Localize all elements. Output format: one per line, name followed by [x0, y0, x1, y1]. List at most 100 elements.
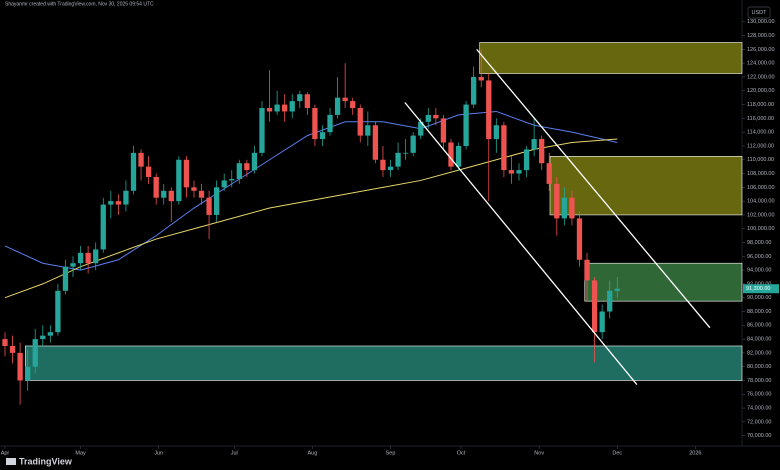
candle-body — [395, 152, 401, 167]
logo-icon[interactable] — [6, 458, 16, 465]
y-tick-label: 90,000.00 — [747, 295, 771, 301]
x-tick-label: Oct — [457, 450, 466, 456]
y-tick-label: 104,000.00 — [747, 199, 775, 205]
x-tick-label: Jul — [231, 450, 238, 456]
candle-body — [85, 252, 91, 264]
candle-body — [516, 170, 522, 174]
candle-body — [297, 94, 303, 102]
candle-body — [176, 159, 182, 202]
candle-body — [591, 280, 598, 333]
trend-line — [404, 102, 638, 386]
zone — [549, 155, 743, 216]
candle-body — [145, 166, 152, 177]
candle-body — [183, 159, 190, 188]
y-tick-label: 72,000.00 — [747, 419, 771, 425]
candle-body — [576, 218, 583, 260]
y-tick-label: 126,000.00 — [747, 47, 775, 53]
candle-body — [342, 97, 348, 102]
candle-body — [282, 104, 288, 112]
y-tick-label: 124,000.00 — [747, 61, 775, 67]
candle-body — [40, 335, 46, 340]
candle-body — [198, 190, 205, 198]
candle-body — [77, 252, 84, 264]
y-tick-label: 102,000.00 — [747, 212, 775, 218]
candle-body — [478, 76, 484, 81]
candle-body — [93, 249, 99, 264]
candle-body — [206, 197, 212, 215]
currency[interactable]: USDT — [752, 10, 768, 16]
candle-body — [244, 163, 250, 171]
candle-body — [380, 159, 386, 171]
y-tick-label: 120,000.00 — [747, 88, 775, 94]
candle-body — [115, 201, 122, 205]
chart-title: Shayanmr created with TradingView.com, N… — [5, 1, 154, 7]
candle-body — [304, 94, 310, 109]
candle-body — [554, 183, 560, 219]
candle-body — [70, 263, 76, 267]
y-tick-label: 86,000.00 — [747, 323, 771, 329]
trend-line — [476, 48, 711, 329]
y-tick-label: 116,000.00 — [747, 116, 774, 122]
candle-body — [319, 132, 326, 140]
candle-body — [161, 190, 167, 198]
currency-box[interactable] — [747, 6, 771, 19]
y-tick-label: 82,000.00 — [747, 350, 771, 356]
y-tick-label: 80,000.00 — [747, 364, 771, 370]
last-price-label: 91,300.00 — [746, 286, 770, 292]
candle-body — [47, 332, 53, 336]
x-tick-label: Jun — [154, 450, 163, 456]
candle-body — [531, 139, 537, 150]
candle-body — [425, 114, 431, 122]
candle-body — [334, 97, 341, 115]
candle-body — [350, 101, 356, 109]
x-tick-label: Aug — [308, 450, 318, 456]
candle-body — [546, 163, 552, 184]
y-tick-label: 98,000.00 — [747, 240, 771, 246]
y-tick-label: 84,000.00 — [747, 337, 771, 343]
candle-body — [236, 163, 242, 180]
y-tick-label: 100,000.00 — [747, 226, 775, 232]
candle-body — [440, 118, 447, 143]
logo[interactable]: TradingView — [6, 456, 73, 466]
y-tick-label: 88,000.00 — [747, 309, 771, 315]
x-tick-label: 2026 — [689, 450, 701, 456]
candle-body — [138, 152, 144, 167]
candle-body — [312, 108, 318, 140]
y-tick-label: 130,000.00 — [747, 19, 775, 25]
moving-average — [4, 110, 618, 271]
candle-body — [357, 108, 363, 136]
zone — [479, 42, 743, 74]
candle-body — [25, 366, 31, 381]
candle-body — [448, 142, 454, 167]
x-tick-label: Apr — [1, 450, 10, 456]
candle-body — [614, 288, 620, 291]
candle-body — [327, 114, 333, 133]
candle-body — [539, 139, 545, 164]
y-tick-label: 118,000.00 — [747, 102, 774, 108]
candle-body — [100, 204, 106, 250]
candle-body — [62, 266, 69, 291]
y-tick-label: 96,000.00 — [747, 254, 771, 260]
candle-body — [266, 108, 273, 112]
candle-body — [123, 190, 129, 205]
candle-body — [168, 190, 174, 202]
candle-body — [32, 339, 38, 367]
x-tick-label: Sep — [386, 450, 396, 456]
last-price-tag — [743, 284, 779, 294]
y-tick-label: 78,000.00 — [747, 378, 771, 384]
candle-body — [9, 345, 16, 353]
zone — [25, 345, 743, 381]
candle-body — [229, 179, 235, 181]
candle-body — [471, 76, 477, 105]
candle-body — [410, 135, 416, 153]
candle-body — [153, 176, 159, 198]
logo-text[interactable]: TradingView — [19, 456, 73, 466]
candle-body — [289, 101, 295, 112]
candle-body — [213, 187, 220, 215]
candle-body — [584, 259, 590, 281]
candle-body — [17, 352, 23, 381]
y-tick-label: 112,000.00 — [747, 143, 774, 149]
candle-body — [501, 125, 507, 171]
candle-body — [2, 339, 8, 346]
